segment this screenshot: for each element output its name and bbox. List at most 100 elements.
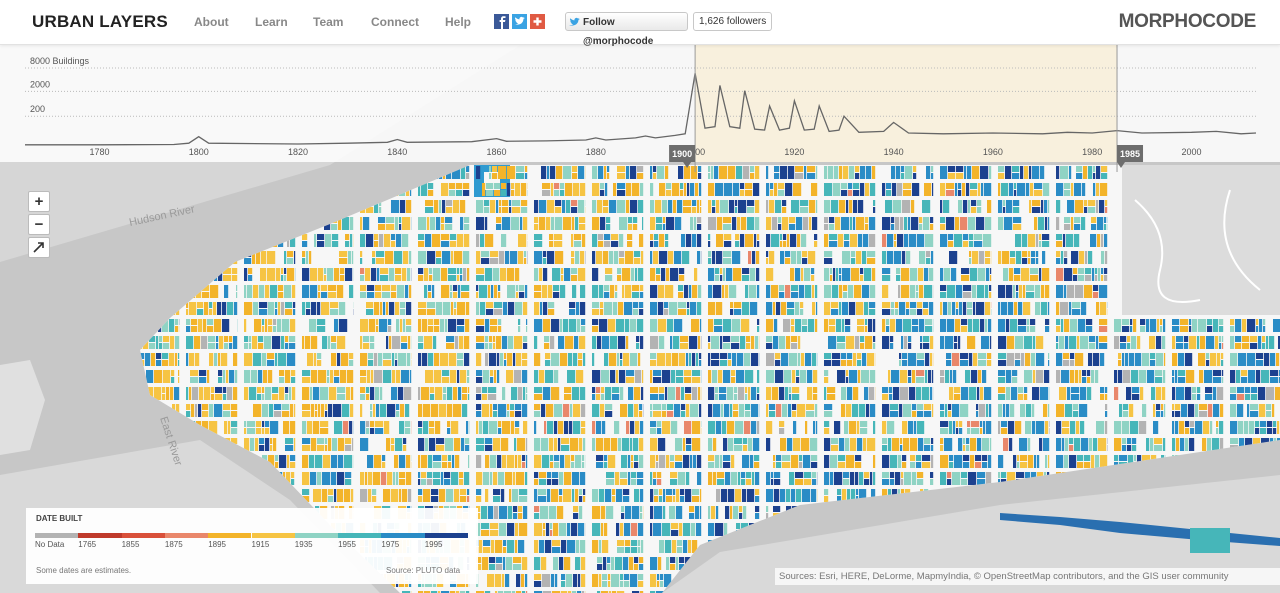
building-lot bbox=[489, 564, 496, 570]
building-lot bbox=[467, 377, 470, 383]
building-lot bbox=[1133, 319, 1137, 332]
building-lot bbox=[1042, 234, 1050, 240]
building-lot bbox=[1207, 438, 1212, 451]
building-lot bbox=[522, 370, 528, 383]
building-lot bbox=[925, 319, 933, 325]
building-lot bbox=[481, 523, 490, 529]
building-lot bbox=[900, 217, 904, 230]
building-lot bbox=[202, 285, 210, 291]
building-lot bbox=[464, 472, 470, 485]
building-lot bbox=[930, 479, 934, 485]
building-lot bbox=[332, 241, 339, 247]
building-lot bbox=[949, 421, 953, 434]
building-lot bbox=[554, 370, 559, 383]
building-lot bbox=[375, 285, 382, 291]
building-lot bbox=[451, 421, 459, 434]
building-lot bbox=[1004, 217, 1013, 230]
building-lot bbox=[670, 455, 675, 461]
building-lot bbox=[360, 336, 363, 349]
building-lot bbox=[639, 455, 644, 468]
building-lot bbox=[961, 268, 970, 274]
building-lot bbox=[841, 404, 846, 417]
building-lot bbox=[917, 234, 925, 247]
building-lot bbox=[615, 557, 623, 570]
building-lot bbox=[1217, 353, 1221, 366]
building-lot bbox=[708, 343, 711, 349]
building-lot bbox=[380, 404, 387, 417]
building-lot bbox=[221, 353, 228, 366]
building-lot bbox=[724, 241, 732, 247]
building-lot bbox=[1270, 370, 1279, 376]
building-lot bbox=[1087, 377, 1091, 383]
building-lot bbox=[460, 370, 467, 383]
building-lot bbox=[379, 234, 384, 247]
building-lot bbox=[658, 319, 667, 332]
building-lot bbox=[503, 540, 507, 546]
building-lot bbox=[1020, 166, 1024, 179]
building-lot bbox=[801, 438, 810, 451]
building-lot bbox=[839, 268, 842, 274]
building-lot bbox=[421, 479, 427, 485]
building-lot bbox=[731, 455, 735, 468]
building-lot bbox=[579, 336, 586, 349]
building-lot bbox=[496, 224, 502, 230]
building-lot bbox=[467, 496, 470, 502]
building-lot bbox=[1259, 404, 1266, 417]
building-lot bbox=[490, 377, 494, 383]
building-lot bbox=[1018, 319, 1027, 325]
building-lot bbox=[630, 319, 637, 332]
building-lot bbox=[650, 251, 653, 264]
building-lot bbox=[522, 360, 528, 366]
building-lot bbox=[1146, 438, 1150, 451]
building-lot bbox=[1190, 421, 1195, 427]
building-lot bbox=[476, 387, 482, 393]
building-lot bbox=[839, 275, 842, 281]
building-lot bbox=[436, 217, 441, 230]
building-lot bbox=[650, 166, 653, 179]
building-lot bbox=[514, 370, 522, 383]
building-lot bbox=[1251, 394, 1258, 400]
building-lot bbox=[770, 183, 774, 189]
building-lot bbox=[561, 275, 564, 281]
building-lot bbox=[985, 302, 991, 315]
building-lot bbox=[853, 190, 860, 196]
building-lot bbox=[775, 370, 784, 383]
building-lot bbox=[690, 302, 697, 315]
building-lot bbox=[612, 496, 616, 502]
building-lot bbox=[893, 387, 900, 400]
building-lot bbox=[391, 285, 397, 291]
building-lot bbox=[460, 200, 466, 213]
building-lot bbox=[604, 234, 611, 240]
building-lot bbox=[310, 387, 313, 400]
building-lot bbox=[733, 183, 740, 196]
building-lot bbox=[989, 404, 992, 417]
building-lot bbox=[573, 506, 579, 512]
building-lot bbox=[621, 513, 625, 519]
building-lot bbox=[1029, 166, 1032, 179]
building-lot bbox=[279, 370, 285, 376]
building-lot bbox=[580, 285, 586, 298]
building-lot bbox=[658, 285, 665, 298]
building-lot bbox=[723, 258, 732, 264]
building-lot bbox=[485, 489, 489, 502]
building-lot bbox=[461, 438, 465, 451]
building-lot bbox=[149, 343, 156, 349]
building-lot bbox=[745, 404, 751, 410]
building-lot bbox=[720, 275, 723, 281]
building-lot bbox=[850, 234, 858, 247]
building-lot bbox=[1001, 421, 1008, 427]
building-lot bbox=[543, 268, 548, 281]
building-lot bbox=[1017, 455, 1020, 461]
building-lot bbox=[1011, 387, 1018, 400]
building-lot bbox=[924, 404, 932, 410]
building-lot bbox=[1135, 353, 1142, 366]
building-lot bbox=[691, 166, 698, 179]
building-lot bbox=[1096, 421, 1105, 434]
building-lot bbox=[731, 472, 738, 485]
building-lot bbox=[708, 268, 715, 281]
building-lot bbox=[328, 336, 331, 349]
building-lot bbox=[518, 513, 523, 519]
building-lot bbox=[597, 557, 603, 563]
building-lot bbox=[682, 251, 690, 264]
building-lot bbox=[889, 387, 893, 393]
